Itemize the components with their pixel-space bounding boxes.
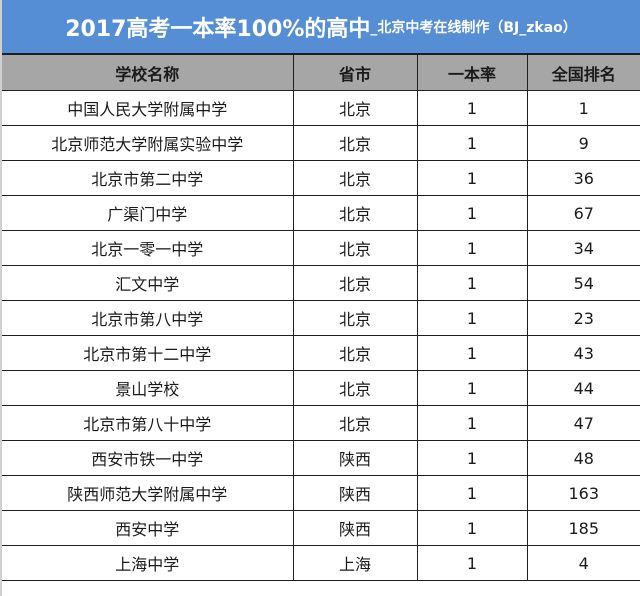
- cell-school-name: 广渠门中学: [2, 195, 294, 231]
- cell-national-rank: 23: [526, 300, 640, 336]
- cell-school-name: 上海中学: [2, 545, 294, 581]
- cell-national-rank: 34: [526, 230, 640, 266]
- cell-school-name: 景山学校: [2, 370, 294, 406]
- table-row: 北京市第十二中学 北京 1 43: [2, 335, 640, 371]
- cell-tier1-rate: 1: [416, 475, 528, 511]
- cell-tier1-rate: 1: [416, 125, 528, 161]
- cell-national-rank: 163: [526, 475, 640, 511]
- cell-national-rank: 1: [526, 90, 640, 126]
- cell-national-rank: 9: [526, 125, 640, 161]
- cell-province: 北京: [292, 230, 418, 266]
- cell-national-rank: 36: [526, 160, 640, 196]
- cell-school-name: 西安市铁一中学: [2, 440, 294, 476]
- cell-province: 陕西: [292, 475, 418, 511]
- cell-national-rank: 4: [526, 545, 640, 581]
- cell-province: 北京: [292, 370, 418, 406]
- title-banner: 2017高考一本率100%的高中 _北京中考在线制作（BJ_zkao）: [2, 0, 640, 55]
- table-row: 西安市铁一中学 陕西 1 48: [2, 440, 640, 476]
- cell-province: 陕西: [292, 440, 418, 476]
- header-row: 学校名称 省市 一本率 全国排名: [2, 55, 640, 91]
- cell-tier1-rate: 1: [416, 195, 528, 231]
- cell-tier1-rate: 1: [416, 440, 528, 476]
- cell-province: 北京: [292, 195, 418, 231]
- header-school-name: 学校名称: [2, 55, 294, 91]
- cell-school-name: 西安中学: [2, 510, 294, 546]
- table-row: 北京市第八十中学 北京 1 47: [2, 405, 640, 441]
- title-subtitle: _北京中考在线制作（BJ_zkao）: [370, 19, 577, 36]
- cell-national-rank: 67: [526, 195, 640, 231]
- cell-tier1-rate: 1: [416, 160, 528, 196]
- cell-national-rank: 185: [526, 510, 640, 546]
- cell-school-name: 北京市第八中学: [2, 300, 294, 336]
- cell-national-rank: 43: [526, 335, 640, 371]
- header-province: 省市: [292, 55, 418, 91]
- cell-province: 北京: [292, 405, 418, 441]
- title-main: 2017高考一本率100%的高中: [65, 16, 371, 42]
- cell-tier1-rate: 1: [416, 405, 528, 441]
- cell-tier1-rate: 1: [416, 335, 528, 371]
- table-row: 中国人民大学附属中学 北京 1 1: [2, 90, 640, 126]
- table-row: 北京市第八中学 北京 1 23: [2, 300, 640, 336]
- cell-tier1-rate: 1: [416, 510, 528, 546]
- table-row: 西安中学 陕西 1 185: [2, 510, 640, 546]
- cell-tier1-rate: 1: [416, 370, 528, 406]
- cell-province: 上海: [292, 545, 418, 581]
- table-row: 北京一零一中学 北京 1 34: [2, 230, 640, 266]
- cell-province: 北京: [292, 125, 418, 161]
- cell-school-name: 中国人民大学附属中学: [2, 90, 294, 126]
- header-tier1-rate: 一本率: [416, 55, 528, 91]
- table-row: 陕西师范大学附属中学 陕西 1 163: [2, 475, 640, 511]
- table-row: 北京市第二中学 北京 1 36: [2, 160, 640, 196]
- cell-province: 北京: [292, 265, 418, 301]
- cell-school-name: 北京市第八十中学: [2, 405, 294, 441]
- cell-province: 北京: [292, 90, 418, 126]
- cell-tier1-rate: 1: [416, 545, 528, 581]
- cell-province: 北京: [292, 300, 418, 336]
- table-row: 广渠门中学 北京 1 67: [2, 195, 640, 231]
- header-national-rank: 全国排名: [526, 55, 640, 91]
- cell-tier1-rate: 1: [416, 265, 528, 301]
- cell-province: 北京: [292, 160, 418, 196]
- table-row: 上海中学 上海 1 4: [2, 545, 640, 581]
- table-row: 北京师范大学附属实验中学 北京 1 9: [2, 125, 640, 161]
- cell-national-rank: 48: [526, 440, 640, 476]
- schools-table: 学校名称 省市 一本率 全国排名 中国人民大学附属中学 北京 1 1 北京师范大学附属实…: [2, 55, 640, 581]
- cell-school-name: 陕西师范大学附属中学: [2, 475, 294, 511]
- cell-province: 陕西: [292, 510, 418, 546]
- table-row: 景山学校 北京 1 44: [2, 370, 640, 406]
- cell-school-name: 北京师范大学附属实验中学: [2, 125, 294, 161]
- table-row: 汇文中学 北京 1 54: [2, 265, 640, 301]
- cell-tier1-rate: 1: [416, 230, 528, 266]
- cell-national-rank: 47: [526, 405, 640, 441]
- cell-national-rank: 44: [526, 370, 640, 406]
- cell-school-name: 汇文中学: [2, 265, 294, 301]
- cell-province: 北京: [292, 335, 418, 371]
- cell-school-name: 北京一零一中学: [2, 230, 294, 266]
- cell-tier1-rate: 1: [416, 90, 528, 126]
- cell-school-name: 北京市第二中学: [2, 160, 294, 196]
- cell-school-name: 北京市第十二中学: [2, 335, 294, 371]
- cell-national-rank: 54: [526, 265, 640, 301]
- cell-tier1-rate: 1: [416, 300, 528, 336]
